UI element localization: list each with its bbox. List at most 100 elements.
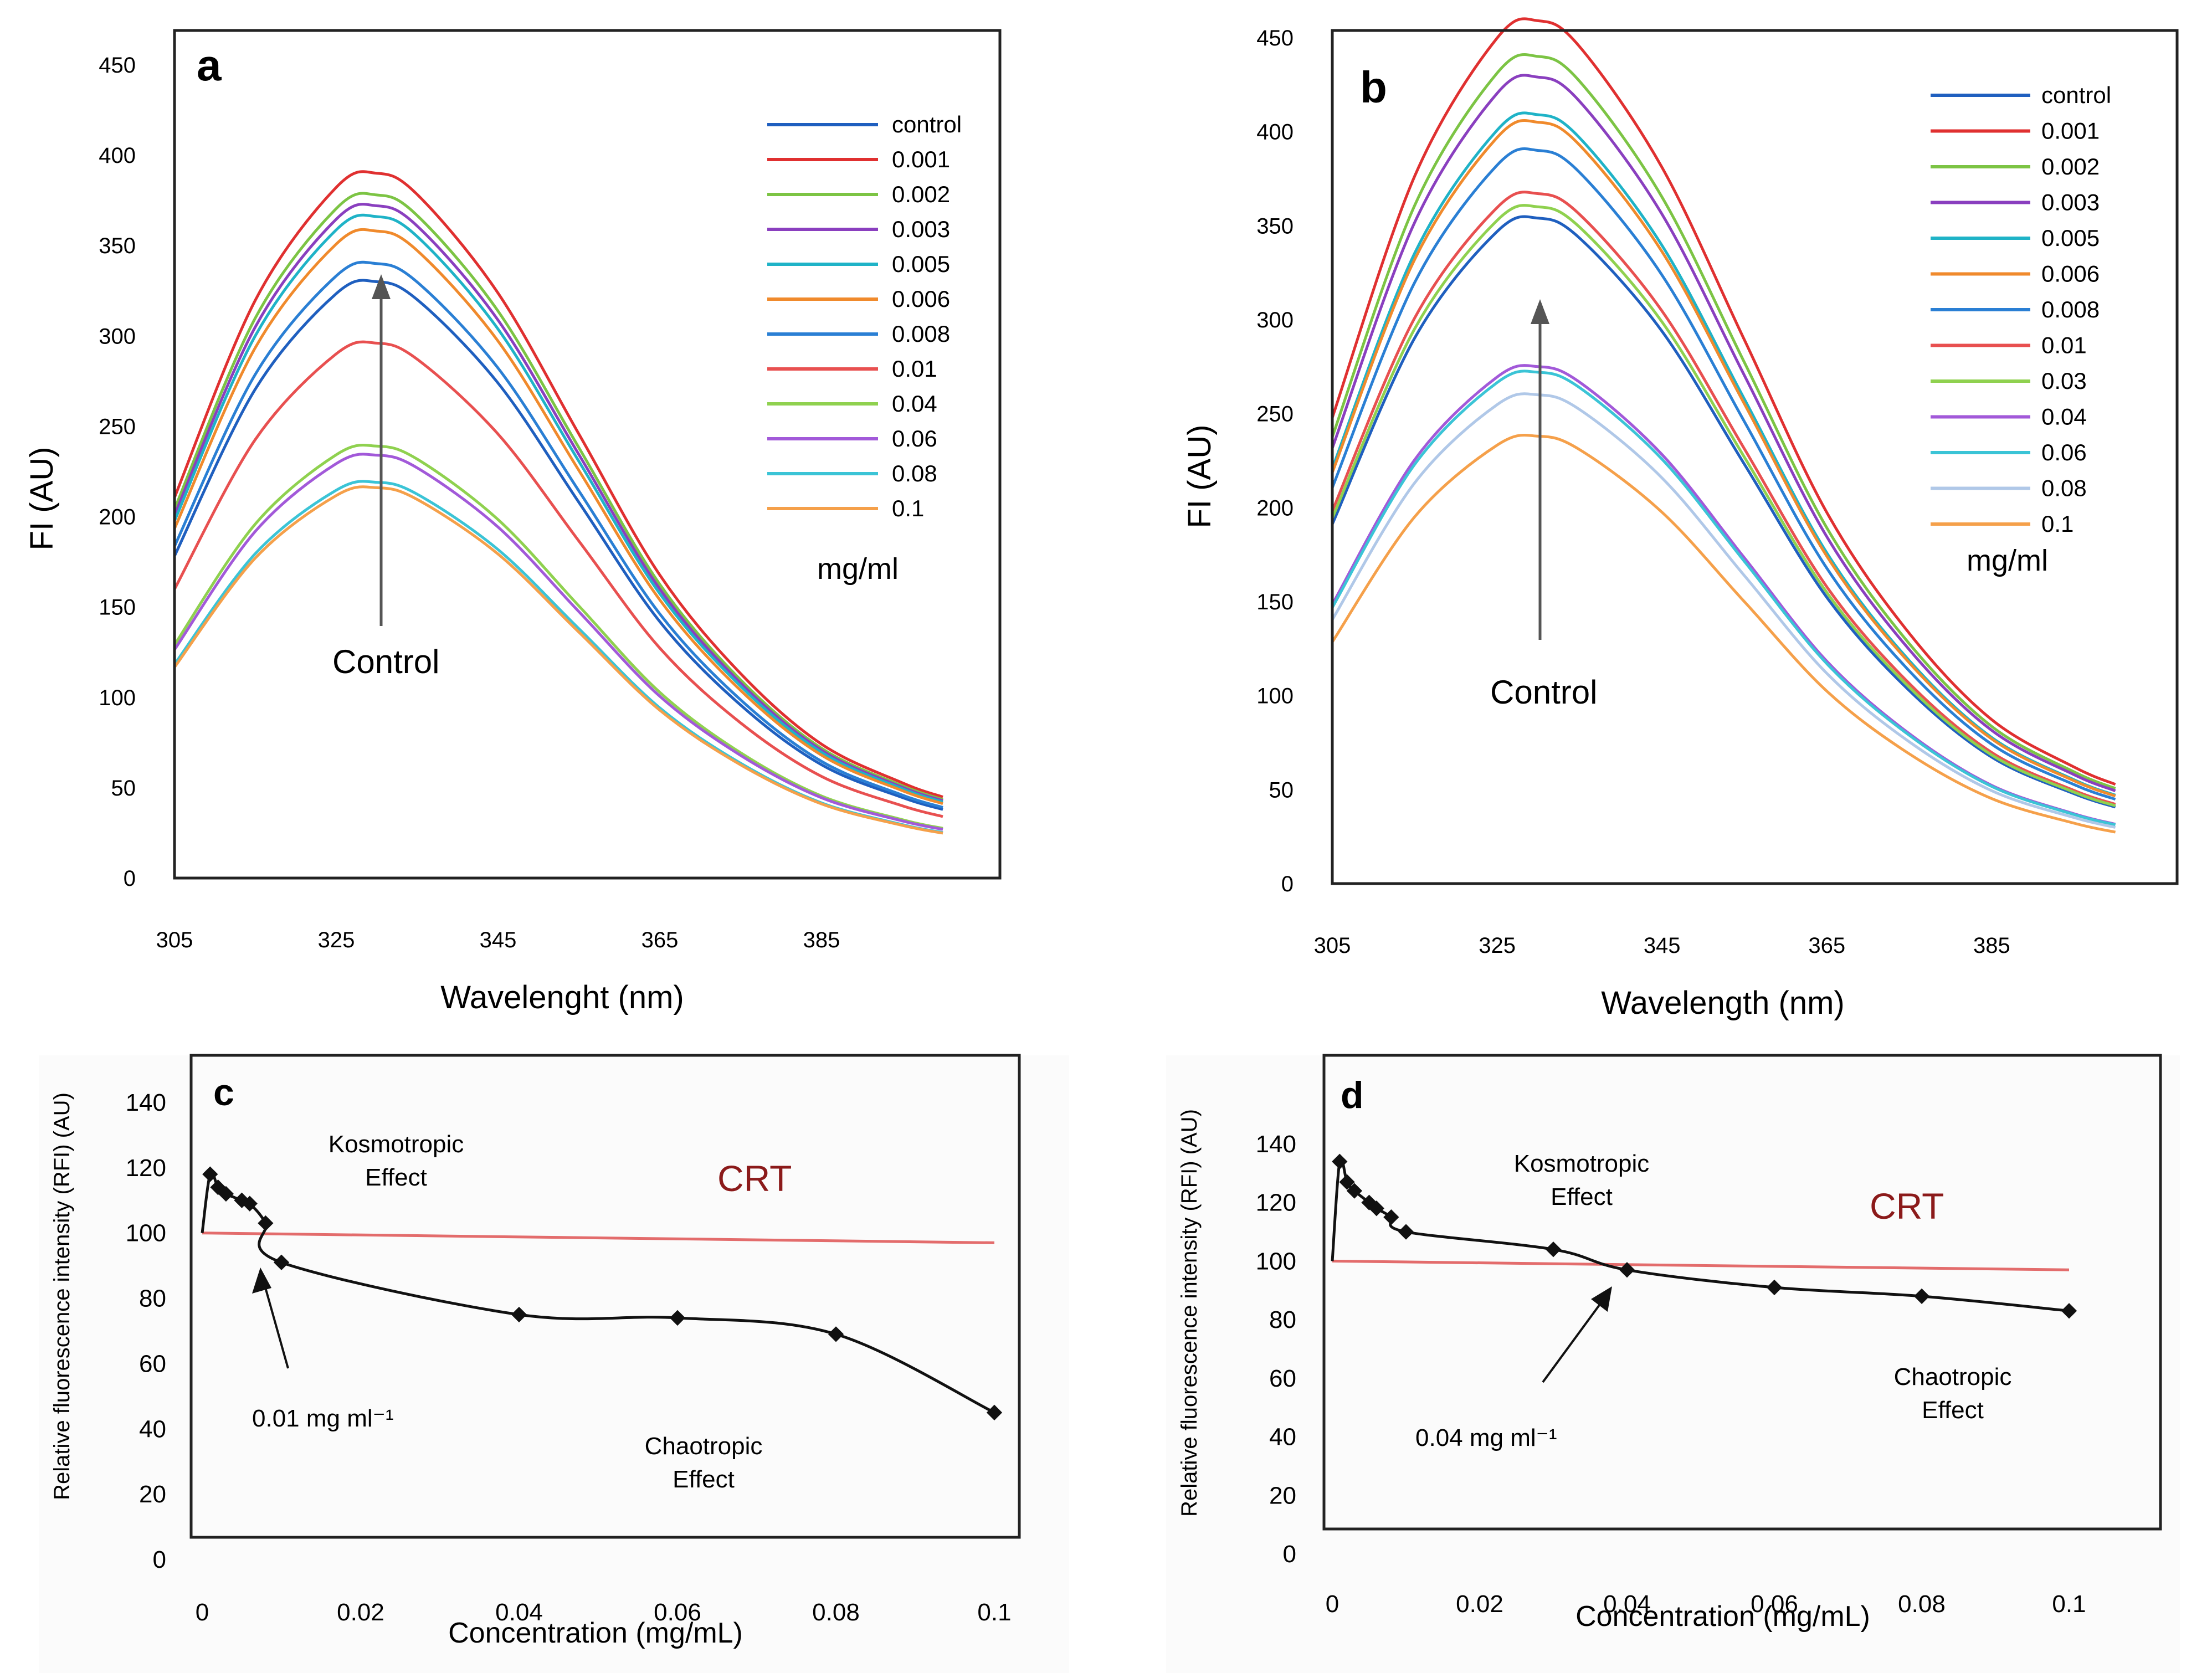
- panel-c-x-tick: 0.06: [654, 1599, 701, 1626]
- panel-b-x-tick: 345: [1644, 933, 1681, 958]
- panel-d-point-arrow: [1542, 1298, 1605, 1383]
- panel-d-x-ticks: 0 0.02 0.04 0.06 0.08 0.1: [1326, 1590, 2086, 1618]
- panel-d-rfi-point: [1766, 1279, 1783, 1296]
- panel-d-chaotropic-line2: Effect: [1922, 1397, 1984, 1424]
- panel-c-rfi-point: [218, 1186, 234, 1202]
- panel-d-crt-line: [1332, 1259, 2070, 1271]
- panel-b-legend-label: control: [2041, 82, 2111, 108]
- panel-d-series-group: [1331, 1153, 2077, 1319]
- panel-d-letter: d: [1341, 1074, 1364, 1116]
- panel-d-rfi-point: [1368, 1200, 1384, 1217]
- panel-c-rfi-point: [669, 1310, 686, 1326]
- panel-b-control-label: Control: [1490, 674, 1597, 711]
- panel-b-y-tick: 0: [1281, 872, 1294, 896]
- panel-c-crt-label: CRT: [717, 1158, 792, 1199]
- panel-b-x-tick: 385: [1973, 933, 2010, 958]
- panel-c-kosmotropic-line1: Kosmotropic: [329, 1131, 464, 1158]
- panel-d-y-tick: 120: [1256, 1189, 1296, 1217]
- panel-d-kosmotropic-line1: Kosmotropic: [1514, 1150, 1650, 1177]
- panel-b-series-0.08: [1331, 392, 2116, 829]
- panel-a-x-tick: 345: [480, 928, 517, 952]
- panel-a-y-tick: 200: [99, 505, 136, 530]
- panel-d-point-label: 0.04 mg ml⁻¹: [1415, 1424, 1557, 1451]
- panel-a-series-0.006: [173, 228, 943, 805]
- panel-d-x-tick: 0.02: [1456, 1590, 1503, 1618]
- panel-c-y-tick: 40: [139, 1415, 166, 1443]
- panel-b-x-tick: 305: [1314, 933, 1351, 958]
- panel-b-legend-label: 0.003: [2041, 189, 2100, 215]
- panel-b-series-0.001: [1331, 17, 2116, 786]
- panel-a-legend: control 0.001 0.002 0.003 0.005 0.006 0.008 0.0…: [767, 111, 962, 521]
- panel-b-series-0.06: [1331, 370, 2116, 827]
- panel-c-y-tick: 140: [126, 1089, 166, 1116]
- panel-d-chaotropic-line1: Chaotropic: [1894, 1363, 2012, 1390]
- panel-a-legend-label: 0.1: [892, 495, 924, 521]
- panel-c-chaotropic-line2: Effect: [673, 1466, 735, 1493]
- panel-b-legend-label: 0.04: [2041, 404, 2087, 430]
- panel-d-rfi-point: [1913, 1288, 1930, 1305]
- panel-c-rfi-point: [511, 1306, 527, 1323]
- panel-b: 0 50 100 150 200 250 300 350 400 450 305 325 345 365…: [1182, 17, 2179, 1021]
- panel-b-legend-label: 0.002: [2041, 153, 2100, 179]
- panel-a-y-tick: 250: [99, 414, 136, 439]
- panel-a-series-0.01: [173, 340, 943, 818]
- panel-c-letter: c: [213, 1071, 234, 1113]
- panel-d-rfi-point: [2061, 1303, 2077, 1319]
- panel-a-legend-label: 0.008: [892, 321, 950, 347]
- panel-d-y-tick: 20: [1269, 1482, 1296, 1509]
- panel-d-y-tick: 80: [1269, 1306, 1296, 1333]
- panel-b-series-0.002: [1331, 53, 2116, 790]
- panel-b-legend: control 0.001 0.002 0.003 0.005 0.006 0.008 0.0…: [1931, 82, 2111, 537]
- panel-d-rfi-point: [1383, 1209, 1399, 1225]
- panel-a-legend-label: 0.006: [892, 286, 950, 312]
- panel-c-y-title: Relative fluorescence intensity (RFI) (A…: [50, 1092, 74, 1500]
- panel-a-y-ticks: 0 50 100 150 200 250 300 350 400 450: [99, 53, 136, 891]
- panel-a-legend-label: 0.001: [892, 146, 950, 172]
- panel-c-x-tick: 0.1: [977, 1599, 1011, 1626]
- panel-c-y-ticks: 0 20 40 60 80 100 120 140: [126, 1089, 166, 1573]
- panel-c-y-tick: 100: [126, 1220, 166, 1247]
- panel-b-legend-label: 0.005: [2041, 225, 2100, 251]
- panel-c-x-ticks: 0 0.02 0.04 0.06 0.08 0.1: [196, 1599, 1012, 1626]
- panel-a-series-0.04: [173, 443, 943, 830]
- panel-c-x-tick: 0.02: [337, 1599, 384, 1626]
- panel-c-y-tick: 20: [139, 1481, 166, 1508]
- panel-a-control-arrowhead: [372, 274, 391, 299]
- panel-c-background: [39, 1055, 1069, 1673]
- panel-c-rfi-point: [828, 1326, 844, 1342]
- panel-b-y-ticks: 0 50 100 150 200 250 300 350 400 450: [1256, 26, 1294, 896]
- panel-c-frame: [189, 1054, 1021, 1539]
- panel-a-x-tick: 325: [318, 928, 355, 952]
- panel-a-y-tick: 0: [124, 866, 136, 891]
- panel-c-y-tick: 120: [126, 1154, 166, 1182]
- panel-b-x-tick: 325: [1479, 933, 1516, 958]
- panel-c-point-arrowhead: [252, 1268, 271, 1294]
- panel-a-y-title: FI (AU): [24, 447, 60, 551]
- panel-b-legend-label: 0.03: [2041, 368, 2087, 394]
- panel-a-series-0.003: [173, 203, 943, 802]
- panel-a-y-tick: 450: [99, 53, 136, 78]
- panel-c-y-tick: 0: [153, 1546, 166, 1573]
- panel-b-y-tick: 450: [1256, 26, 1294, 50]
- panel-a-legend-label: 0.01: [892, 356, 937, 382]
- panel-d-rfi-point: [1332, 1153, 1348, 1169]
- panel-c-point-label: 0.01 mg ml⁻¹: [252, 1405, 394, 1432]
- panel-d-y-tick: 100: [1256, 1248, 1296, 1275]
- panel-b-y-tick: 250: [1256, 402, 1294, 427]
- panel-b-series-0.008: [1331, 147, 2116, 801]
- panel-a-series-0.005: [173, 213, 943, 804]
- panel-d-rfi-point: [1619, 1262, 1635, 1278]
- panel-a-series-0.001: [173, 170, 943, 799]
- panel-c-rfi-point: [986, 1404, 1003, 1420]
- panel-c-rfi-point: [273, 1254, 290, 1270]
- panel-d-x-tick: 0.1: [2052, 1590, 2086, 1618]
- panel-b-y-title: FI (AU): [1182, 425, 1218, 528]
- panel-a-y-tick: 100: [99, 686, 136, 710]
- panel-d-crt-label: CRT: [1870, 1186, 1944, 1227]
- panel-d-y-ticks: 0 20 40 60 80 100 120 140: [1256, 1131, 1296, 1568]
- panel-c-x-tick: 0.04: [495, 1599, 543, 1626]
- panel-a-legend-label: 0.003: [892, 216, 950, 242]
- panel-d-x-tick: 0.04: [1603, 1590, 1651, 1618]
- panel-c-series-group: [201, 1166, 1003, 1420]
- panel-a-legend-label: 0.005: [892, 251, 950, 277]
